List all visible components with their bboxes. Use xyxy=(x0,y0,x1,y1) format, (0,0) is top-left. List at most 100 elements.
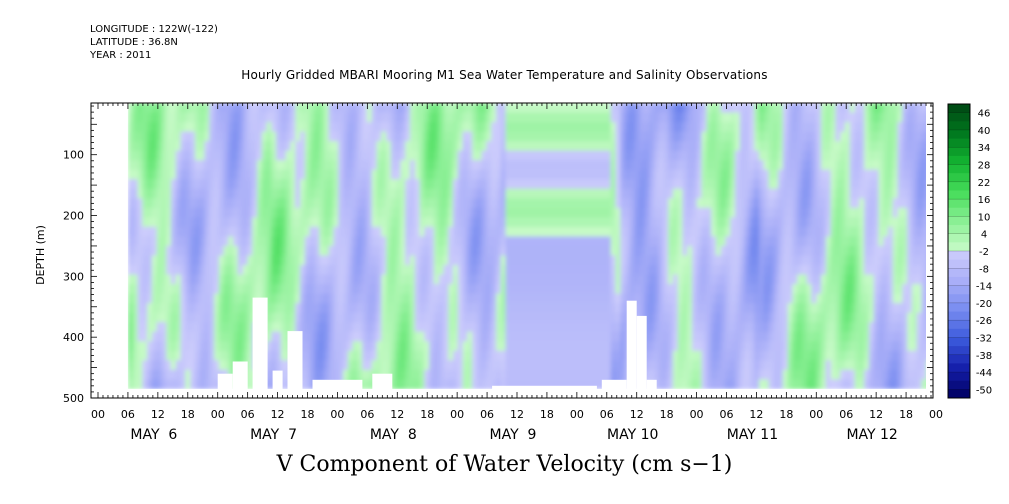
heatmap-cell xyxy=(190,369,196,380)
heatmap-cell xyxy=(782,131,789,142)
heatmap-cell xyxy=(797,141,803,152)
heatmap-cell xyxy=(276,169,282,180)
heatmap-cell xyxy=(515,150,521,161)
heatmap-cell xyxy=(601,265,607,276)
heatmap-cell xyxy=(730,188,736,199)
heatmap-cell xyxy=(151,198,158,209)
heatmap-cell xyxy=(242,312,249,323)
heatmap-cell xyxy=(792,169,798,180)
heatmap-cell xyxy=(562,312,569,323)
heatmap-cell xyxy=(687,360,693,371)
heatmap-cell xyxy=(170,141,177,152)
heatmap-cell xyxy=(505,293,511,304)
heatmap-cell xyxy=(242,103,249,114)
heatmap-cell xyxy=(400,236,406,247)
heatmap-cell xyxy=(529,103,535,114)
heatmap-cell xyxy=(204,198,210,209)
heatmap-cell xyxy=(735,322,741,333)
heatmap-cell xyxy=(677,198,684,209)
heatmap-cell xyxy=(452,265,459,276)
heatmap-cell xyxy=(347,169,354,180)
heatmap-cell xyxy=(347,369,354,380)
heatmap-cell xyxy=(333,217,339,228)
heatmap-cell xyxy=(911,179,918,190)
heatmap-cell xyxy=(472,207,478,218)
heatmap-cell xyxy=(414,312,421,323)
heatmap-cell xyxy=(711,284,717,295)
heatmap-cell xyxy=(672,169,679,180)
heatmap-cell xyxy=(457,293,464,304)
heatmap-cell xyxy=(539,198,545,209)
heatmap-cell xyxy=(878,303,884,314)
heatmap-cell xyxy=(424,312,430,323)
heatmap-cell xyxy=(147,303,153,314)
heatmap-cell xyxy=(620,331,626,342)
heatmap-cell xyxy=(438,103,445,114)
heatmap-cell xyxy=(625,293,631,304)
heatmap-cell xyxy=(400,265,406,276)
heatmap-cell xyxy=(663,341,669,352)
heatmap-cell xyxy=(295,141,301,152)
heatmap-cell xyxy=(610,207,617,218)
heatmap-cell xyxy=(907,179,913,190)
heatmap-cell xyxy=(510,369,516,380)
heatmap-cell xyxy=(300,350,306,361)
heatmap-cell xyxy=(524,150,531,161)
heatmap-cell xyxy=(271,360,277,371)
heatmap-cell xyxy=(653,131,660,142)
heatmap-cell xyxy=(510,293,516,304)
heatmap-cell xyxy=(156,303,162,314)
heatmap-cell xyxy=(687,226,693,238)
heatmap-cell xyxy=(448,312,454,323)
heatmap-cell xyxy=(921,122,927,133)
heatmap-cell xyxy=(147,379,153,390)
heatmap-cell xyxy=(161,331,167,342)
heatmap-cell xyxy=(500,360,507,371)
heatmap-cell xyxy=(739,179,746,190)
heatmap-cell xyxy=(725,112,731,123)
heatmap-cell xyxy=(601,112,607,123)
heatmap-cell xyxy=(266,284,272,295)
heatmap-cell xyxy=(366,169,373,180)
heatmap-cell xyxy=(142,331,148,342)
heatmap-cell xyxy=(319,341,325,352)
heatmap-cell xyxy=(438,245,445,257)
heatmap-cell xyxy=(424,284,430,295)
heatmap-cell xyxy=(347,150,354,161)
heatmap-cell xyxy=(333,303,339,314)
heatmap-cell xyxy=(166,179,172,190)
heatmap-cell xyxy=(711,150,717,161)
heatmap-cell xyxy=(151,293,158,304)
heatmap-cell xyxy=(491,112,497,123)
heatmap-cell xyxy=(386,360,392,371)
heatmap-cell xyxy=(323,331,330,342)
heatmap-cell xyxy=(395,303,401,314)
heatmap-cell xyxy=(515,112,521,123)
heatmap-cell xyxy=(457,379,464,390)
heatmap-cell xyxy=(132,141,139,152)
heatmap-cell xyxy=(218,169,225,180)
heatmap-cell xyxy=(835,198,841,209)
heatmap-cell xyxy=(285,169,292,180)
heatmap-cell xyxy=(586,122,593,133)
heatmap-cell xyxy=(639,150,645,161)
heatmap-cell xyxy=(405,312,411,323)
heatmap-cell xyxy=(768,179,774,190)
heatmap-cell xyxy=(180,236,186,247)
heatmap-cell xyxy=(658,131,664,142)
heatmap-cell xyxy=(405,112,411,123)
heatmap-cell xyxy=(424,131,430,142)
heatmap-cell xyxy=(907,274,913,285)
heatmap-cell xyxy=(209,226,215,238)
heatmap-cell xyxy=(151,379,158,390)
heatmap-cell xyxy=(739,122,746,133)
heatmap-cell xyxy=(768,207,774,218)
heatmap-cell xyxy=(739,160,746,171)
heatmap-cell xyxy=(534,245,540,257)
heatmap-cell xyxy=(247,188,253,199)
heatmap-cell xyxy=(610,274,617,285)
heatmap-cell xyxy=(491,341,497,352)
heatmap-cell xyxy=(343,122,349,133)
heatmap-cell xyxy=(668,131,674,142)
heatmap-cell xyxy=(386,198,392,209)
